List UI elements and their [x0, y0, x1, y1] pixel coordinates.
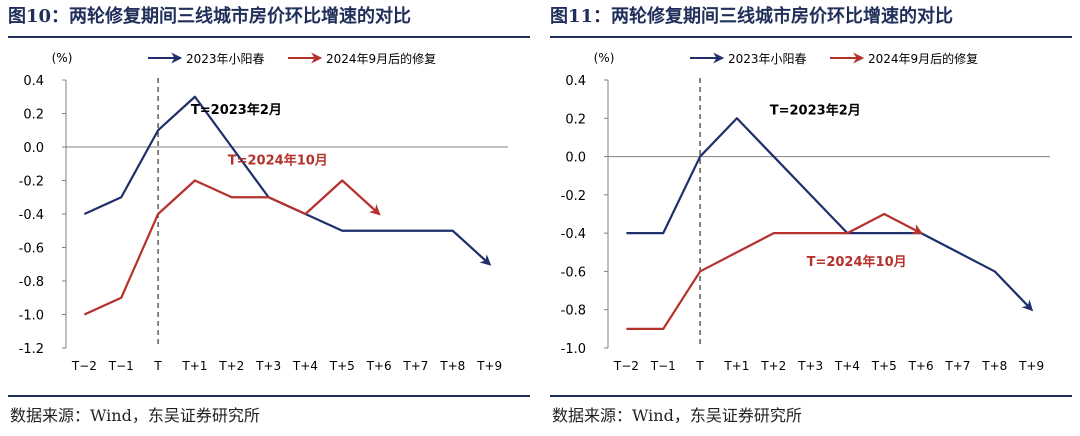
source-note: 数据来源：Wind，东吴证券研究所 [552, 406, 802, 425]
footer-divider [8, 395, 530, 397]
x-tick-label: T+8 [439, 359, 465, 373]
footer-divider [550, 395, 1072, 397]
annotation-label: T=2023年2月 [191, 102, 282, 118]
y-tick-label: 0.0 [565, 151, 586, 166]
x-tick-label: T+1 [723, 359, 749, 373]
title-divider [8, 36, 530, 38]
x-tick-label: T+2 [760, 359, 786, 373]
y-tick-label: -1.2 [19, 342, 44, 357]
y-tick-label: 0.4 [23, 74, 44, 89]
y-tick-label: -1.0 [19, 309, 44, 324]
x-tick-label: T [153, 359, 162, 373]
legend-label: 2023年小阳春 [728, 52, 807, 66]
x-tick-label: T+3 [255, 359, 281, 373]
chart-title: 图11：两轮修复期间三线城市房价环比增速的对比 [550, 6, 954, 27]
source-note: 数据来源：Wind，东吴证券研究所 [10, 406, 260, 425]
y-tick-label: -0.6 [19, 242, 44, 257]
series-line [83, 179, 381, 316]
series-line [83, 95, 492, 266]
chart-panel-fig10: 图10：两轮修复期间三线城市房价环比增速的对比 0.4 0.2 0.0 -0.2 -0.… [8, 0, 530, 436]
x-tick-label: T+2 [218, 359, 244, 373]
x-tick-label: T+4 [834, 359, 860, 373]
legend-label: 2024年9月后的修复 [868, 51, 978, 66]
y-tick-label: 0.2 [23, 108, 44, 123]
y-unit-label: (%) [594, 51, 615, 65]
annotation-label: T=2024年10月 [228, 152, 328, 168]
series-line [626, 212, 924, 330]
x-tick-label: T+9 [476, 359, 502, 373]
y-tick-label: -1.0 [561, 342, 586, 357]
y-tick-label: -0.6 [561, 265, 586, 280]
x-tick-label: T+3 [797, 359, 823, 373]
y-tick-label: 0.4 [565, 74, 586, 89]
y-tick-label: -0.2 [19, 175, 44, 190]
x-tick-label: T+9 [1018, 359, 1044, 373]
y-tick-label: -0.4 [19, 208, 44, 223]
line-chart: 0.4 0.2 0.0 -0.2 -0.4 -0.6 -0.8 -1.0 T−2 T−1 T T+1 T… [561, 51, 1050, 373]
x-tick-label: T−2 [71, 359, 97, 373]
y-tick-label: -0.8 [561, 304, 586, 319]
legend-label: 2024年9月后的修复 [326, 51, 436, 66]
x-tick-label: T+6 [908, 359, 934, 373]
x-tick-label: T+5 [329, 359, 355, 373]
x-tick-label: T−2 [613, 359, 639, 373]
x-tick-label: T+4 [292, 359, 318, 373]
x-tick-label: T+7 [402, 359, 428, 373]
y-unit-label: (%) [52, 51, 73, 65]
x-tick-label: T+7 [944, 359, 970, 373]
x-tick-label: T−1 [108, 359, 134, 373]
y-tick-label: 0.0 [23, 141, 44, 156]
chart-panel-fig11: 图11：两轮修复期间三线城市房价环比增速的对比 0.4 0.2 0.0 -0.2 -0.… [550, 0, 1072, 436]
x-tick-label: T−1 [650, 359, 676, 373]
y-tick-label: -0.8 [19, 275, 44, 290]
x-tick-label: T+1 [181, 359, 207, 373]
annotation-label: T=2024年10月 [807, 254, 907, 270]
y-tick-label: 0.2 [565, 112, 586, 127]
legend-label: 2023年小阳春 [186, 52, 265, 66]
x-tick-label: T+8 [981, 359, 1007, 373]
series-line [626, 117, 1034, 312]
x-tick-label: T+6 [366, 359, 392, 373]
annotation-label: T=2023年2月 [770, 103, 861, 119]
line-chart: 0.4 0.2 0.0 -0.2 -0.4 -0.6 -0.8 -1.0 -1.2 T−2 T−1 T… [19, 51, 508, 373]
y-tick-label: -0.2 [561, 189, 586, 204]
x-tick-label: T [695, 359, 704, 373]
x-tick-label: T+5 [871, 359, 897, 373]
chart-title: 图10：两轮修复期间三线城市房价环比增速的对比 [8, 6, 412, 27]
title-divider [550, 36, 1072, 38]
y-tick-label: -0.4 [561, 227, 586, 242]
